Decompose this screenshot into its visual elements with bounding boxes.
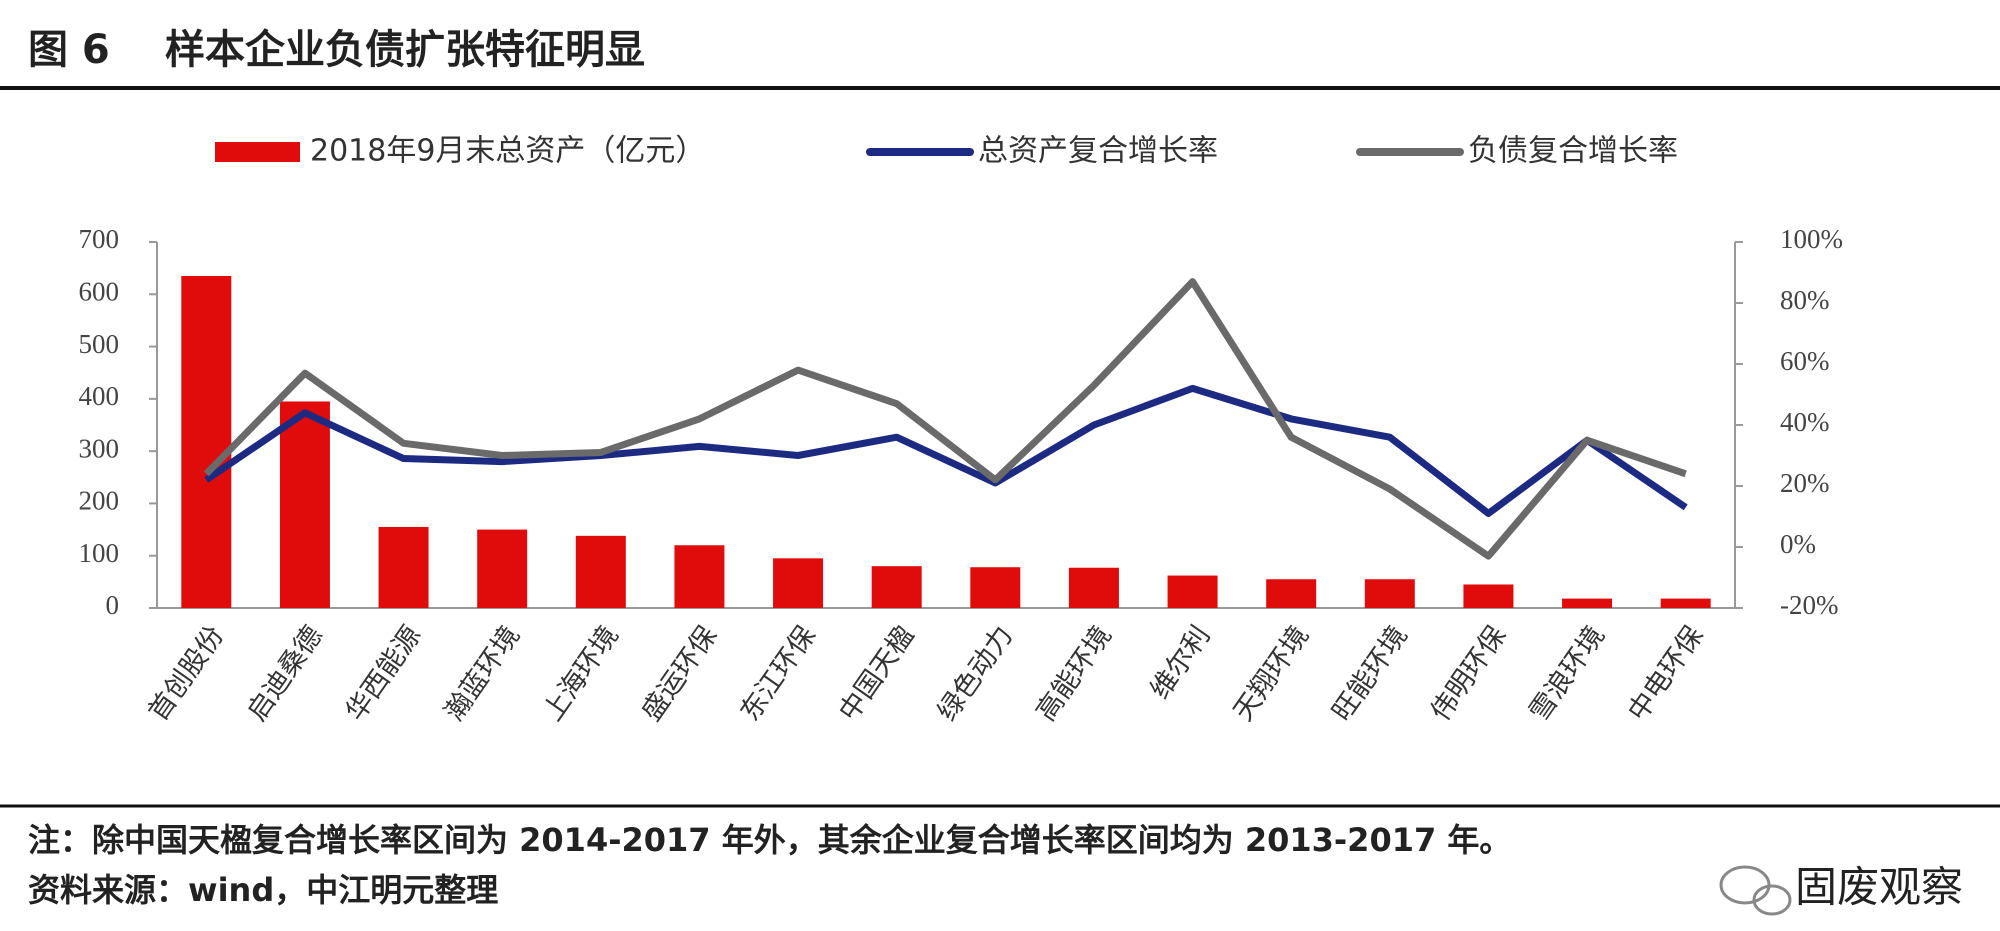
x-tick-label: 首创股份 (143, 621, 230, 727)
y2-tick-label: 0% (1780, 529, 1816, 559)
x-tick-label: 上海环境 (537, 621, 624, 727)
x-tick-label: 旺能环境 (1326, 621, 1413, 727)
bar (181, 275, 232, 608)
bar (773, 558, 824, 608)
x-tick-label: 雪浪环境 (1524, 621, 1611, 727)
y2-tick-label: 40% (1780, 407, 1830, 437)
bar (970, 567, 1021, 608)
bar (378, 526, 429, 608)
bar (1364, 579, 1415, 608)
x-tick-label: 盛运环保 (636, 621, 723, 727)
y-tick-label: 500 (79, 329, 120, 359)
bar (575, 535, 626, 608)
bar (1068, 567, 1119, 608)
bar (1167, 575, 1218, 608)
y2-tick-label: 100% (1780, 224, 1843, 254)
y-tick-label: 100 (79, 538, 120, 568)
x-tick-label: 启迪桑德 (241, 621, 328, 727)
y-tick-label: 0 (106, 590, 120, 620)
watermark-icon (1719, 865, 1792, 916)
x-tick-label: 伟明环保 (1425, 621, 1512, 727)
bar (1562, 598, 1613, 608)
line (204, 384, 1688, 517)
x-tick-label: 瀚蓝环境 (439, 621, 526, 727)
y2-tick-label: -20% (1780, 590, 1838, 620)
legend-label: 总资产复合增长率 (978, 134, 1218, 169)
y-tick-label: 400 (79, 381, 120, 411)
x-tick-label: 维尔利 (1145, 621, 1217, 705)
y2-tick-label: 80% (1780, 285, 1830, 315)
y2-tick-label: 20% (1780, 468, 1830, 498)
bar (477, 529, 528, 608)
y-tick-label: 300 (79, 433, 120, 463)
bar (674, 545, 725, 608)
x-tick-label: 中电环保 (1622, 621, 1709, 727)
note: 注：除中国天楹复合增长率区间为 2014-2017 年外，其余企业复合增长率区间… (28, 821, 1511, 859)
y2-tick-label: 60% (1780, 346, 1830, 376)
bar (871, 566, 922, 608)
x-tick-label: 绿色动力 (932, 621, 1019, 727)
x-tick-label: 天翔环境 (1228, 621, 1315, 727)
bar (1266, 579, 1317, 608)
watermark: 固废观察 (1795, 863, 1963, 912)
y-tick-label: 700 (79, 224, 120, 254)
x-tick-label: 东江环保 (735, 621, 822, 727)
x-tick-label: 华西能源 (340, 621, 427, 727)
bar (1660, 598, 1711, 608)
legend-label: 2018年9月末总资产（亿元） (310, 134, 705, 169)
figure-label: 图 6 (28, 27, 110, 73)
chart-title: 样本企业负债扩张特征明显 (165, 27, 645, 73)
source: 资料来源：wind，中江明元整理 (28, 871, 498, 909)
legend-swatch (215, 142, 300, 162)
y-tick-label: 200 (79, 486, 120, 516)
legend-label: 负债复合增长率 (1468, 134, 1678, 169)
y-tick-label: 600 (79, 276, 120, 306)
x-tick-label: 高能环境 (1030, 621, 1117, 727)
line (203, 278, 1687, 560)
bar (1463, 584, 1514, 608)
x-tick-label: 中国天楹 (833, 621, 920, 727)
bar (279, 401, 330, 608)
